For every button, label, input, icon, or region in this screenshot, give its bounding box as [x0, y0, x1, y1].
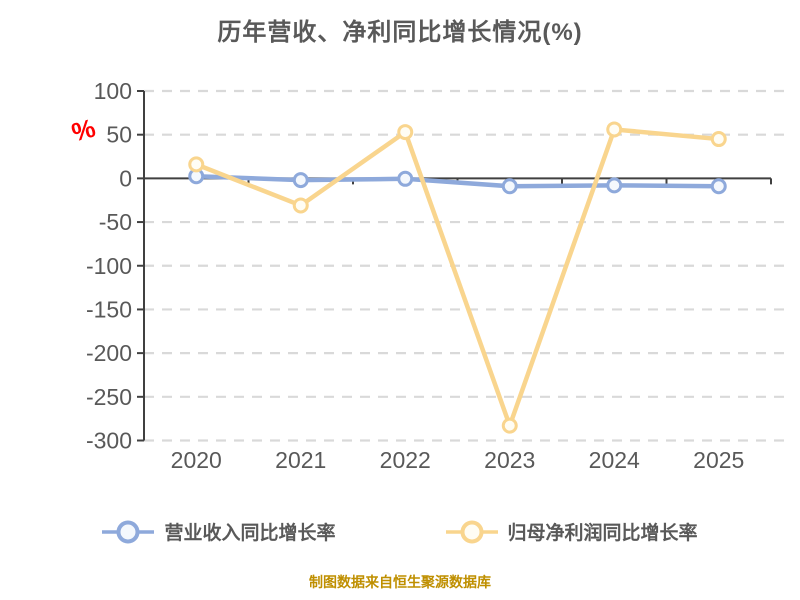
- revenue-yoy-series-marker: [292, 172, 309, 189]
- x-tick-label: 2025: [693, 447, 744, 473]
- y-tick-label: -300: [86, 428, 132, 454]
- y-tick-label: 0: [119, 165, 132, 191]
- y-tick-label: -50: [99, 209, 132, 235]
- x-tick-label: 2021: [275, 447, 326, 473]
- net-profit-yoy-series-marker: [397, 124, 414, 141]
- net-profit-yoy-series-marker: [188, 156, 205, 173]
- data-source-note: 制图数据来自恒生聚源数据库: [309, 574, 491, 590]
- revenue-yoy-series-line: [194, 173, 721, 189]
- revenue-yoy-series-marker: [710, 178, 727, 195]
- y-tick-label: 50: [106, 122, 132, 148]
- legend-label: 归母净利润同比增长率: [507, 523, 698, 544]
- net-profit-yoy-series-line: [194, 127, 721, 428]
- y-tick-label: 100: [94, 78, 132, 104]
- net-profit-yoy-series-marker: [606, 121, 623, 138]
- net-profit-yoy-series-marker: [292, 197, 309, 214]
- y-tick-label: -100: [86, 253, 132, 279]
- net-profit-yoy-series-marker: [710, 131, 727, 148]
- legend-marker-icon: [102, 520, 155, 543]
- y-tick-label: -250: [86, 384, 132, 410]
- x-tick-label: 2020: [171, 447, 222, 473]
- x-tick-label: 2023: [484, 447, 535, 473]
- y-tick-label: -150: [86, 296, 132, 322]
- x-tick-label: 2022: [380, 447, 431, 473]
- legend-item-revenue-yoy-series: 营业收入同比增长率: [102, 518, 336, 545]
- revenue-yoy-series-marker: [397, 170, 414, 187]
- chart-title: 历年营收、净利同比增长情况(%): [217, 19, 583, 46]
- legend-marker-icon: [445, 520, 498, 543]
- revenue-yoy-series-marker: [606, 177, 623, 194]
- revenue-yoy-series-marker: [501, 178, 518, 195]
- y-tick-label: -200: [86, 340, 132, 366]
- net-profit-yoy-series-marker: [501, 417, 518, 434]
- legend-label: 营业收入同比增长率: [164, 523, 336, 544]
- legend: 营业收入同比增长率 归母净利润同比增长率: [0, 518, 800, 545]
- legend-item-net-profit-yoy-series: 归母净利润同比增长率: [445, 518, 698, 545]
- x-tick-label: 2024: [589, 447, 640, 473]
